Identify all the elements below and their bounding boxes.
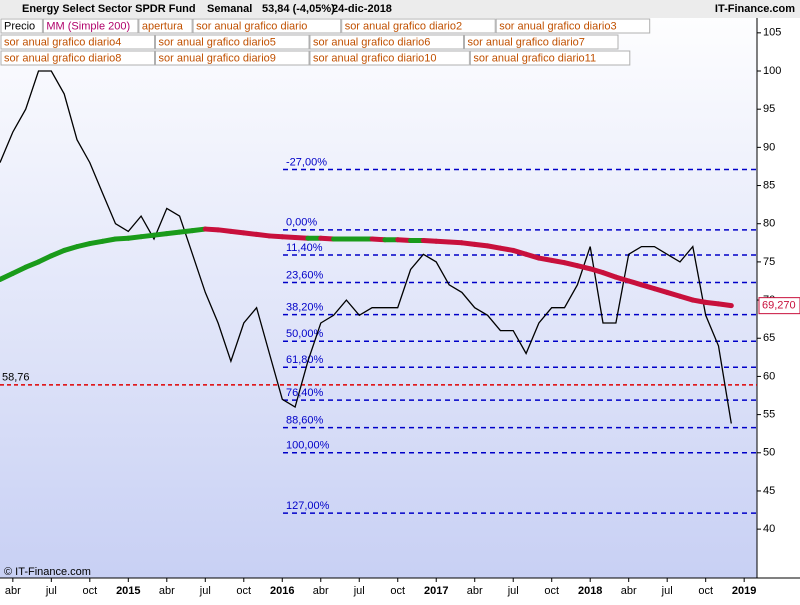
x-tick-label: jul bbox=[45, 585, 57, 597]
y-tick-label: 95 bbox=[763, 103, 775, 115]
value-label: 69,270 bbox=[762, 300, 796, 312]
y-tick-label: 50 bbox=[763, 447, 775, 459]
legend-item-box bbox=[464, 34, 619, 50]
legend: Precio MM (Simple 200) apertura sor anual g… bbox=[0, 18, 651, 66]
x-tick-label: 2015 bbox=[116, 585, 140, 597]
y-tick-label: 90 bbox=[763, 141, 775, 153]
x-tick-label: 2018 bbox=[578, 585, 602, 597]
source: IT-Finance.com bbox=[715, 3, 795, 15]
legend-item-box bbox=[469, 50, 631, 66]
y-tick-label: 80 bbox=[763, 218, 775, 230]
legend-item: Precio bbox=[4, 20, 35, 32]
x-tick-label: 2016 bbox=[270, 585, 294, 597]
y-tick-label: 55 bbox=[763, 409, 775, 421]
legend-item-box bbox=[309, 34, 464, 50]
x-tick-label: abr bbox=[5, 585, 21, 597]
fib-label: 100,00% bbox=[286, 440, 330, 452]
legend-item: sor anual grafico diario3 bbox=[499, 20, 616, 32]
x-tick-label: jul bbox=[353, 585, 365, 597]
legend-item-box bbox=[495, 18, 651, 34]
legend-item: sor anual grafico diario5 bbox=[159, 36, 276, 48]
y-tick-label: 65 bbox=[763, 332, 775, 344]
fib-label: 50,00% bbox=[286, 328, 324, 340]
x-tick-label: jul bbox=[507, 585, 519, 597]
fib-label: -27,00% bbox=[286, 156, 327, 168]
fib-label: 76,40% bbox=[286, 387, 324, 399]
legend-item: sor anual grafico diario9 bbox=[159, 52, 276, 64]
chart-title: Energy Select Sector SPDR Fund bbox=[22, 3, 196, 15]
fib-label: 127,00% bbox=[286, 500, 330, 512]
fib-label: 0,00% bbox=[286, 217, 317, 229]
fib-label: 38,20% bbox=[286, 301, 324, 313]
legend-item-box bbox=[0, 18, 43, 34]
fib-label: 23,60% bbox=[286, 269, 324, 281]
x-tick-label: oct bbox=[544, 585, 559, 597]
price-line bbox=[0, 70, 732, 424]
y-tick-label: 85 bbox=[763, 179, 775, 191]
legend-item: sor anual grafico diario bbox=[196, 20, 307, 32]
y-tick-label: 40 bbox=[763, 523, 775, 535]
x-tick-label: abr bbox=[621, 585, 637, 597]
legend-item-box bbox=[138, 18, 193, 34]
fib-label: 88,60% bbox=[286, 414, 324, 426]
fib-label: 61,80% bbox=[286, 354, 324, 366]
ma-segment bbox=[716, 301, 734, 309]
legend-item-box bbox=[0, 50, 155, 66]
x-tick-label: oct bbox=[236, 585, 251, 597]
legend-item: sor anual grafico diario4 bbox=[4, 36, 121, 48]
y-tick-label: 60 bbox=[763, 370, 775, 382]
x-tick-label: abr bbox=[159, 585, 175, 597]
legend-item: sor anual grafico diario7 bbox=[468, 36, 585, 48]
period: Semanal bbox=[207, 3, 252, 15]
header-bar bbox=[0, 0, 800, 18]
last-quote: 53,84 (-4,05%) bbox=[262, 3, 335, 15]
plot-bg bbox=[0, 0, 757, 578]
value-label-box bbox=[758, 297, 800, 315]
legend-item-box bbox=[42, 18, 139, 34]
x-tick-label: oct bbox=[698, 585, 713, 597]
legend-item: sor anual grafico diario6 bbox=[313, 36, 430, 48]
date: 24-dic-2018 bbox=[332, 3, 392, 15]
legend-item-box bbox=[341, 18, 496, 34]
legend-item: sor anual grafico diario10 bbox=[313, 52, 437, 64]
y-tick-label: 100 bbox=[763, 65, 781, 77]
x-tick-label: jul bbox=[199, 585, 211, 597]
x-axis-bg bbox=[0, 578, 800, 600]
legend-item-box bbox=[192, 18, 342, 34]
legend-item-box bbox=[155, 34, 310, 50]
legend-item-box bbox=[309, 50, 470, 66]
y-tick-label: 45 bbox=[763, 485, 775, 497]
x-tick-label: 2019 bbox=[732, 585, 756, 597]
legend-item: sor anual grafico diario8 bbox=[4, 52, 121, 64]
legend-item: MM (Simple 200) bbox=[46, 20, 130, 32]
x-tick-label: abr bbox=[467, 585, 483, 597]
legend-item: sor anual grafico diario11 bbox=[473, 52, 596, 64]
x-tick-label: jul bbox=[661, 585, 673, 597]
x-tick-label: oct bbox=[390, 585, 405, 597]
support-label: 58,76 bbox=[2, 372, 30, 384]
legend-item: sor anual grafico diario2 bbox=[345, 20, 462, 32]
legend-item: apertura bbox=[142, 20, 184, 32]
y-tick-label: 75 bbox=[763, 256, 775, 268]
y-tick-label: 105 bbox=[763, 27, 781, 39]
legend-item-box bbox=[155, 50, 310, 66]
x-tick-label: 2017 bbox=[424, 585, 448, 597]
fib-label: 11,40% bbox=[286, 242, 323, 254]
x-tick-label: oct bbox=[82, 585, 97, 597]
x-tick-label: abr bbox=[313, 585, 329, 597]
legend-item-box bbox=[0, 34, 155, 50]
copyright: © IT-Finance.com bbox=[4, 566, 91, 578]
